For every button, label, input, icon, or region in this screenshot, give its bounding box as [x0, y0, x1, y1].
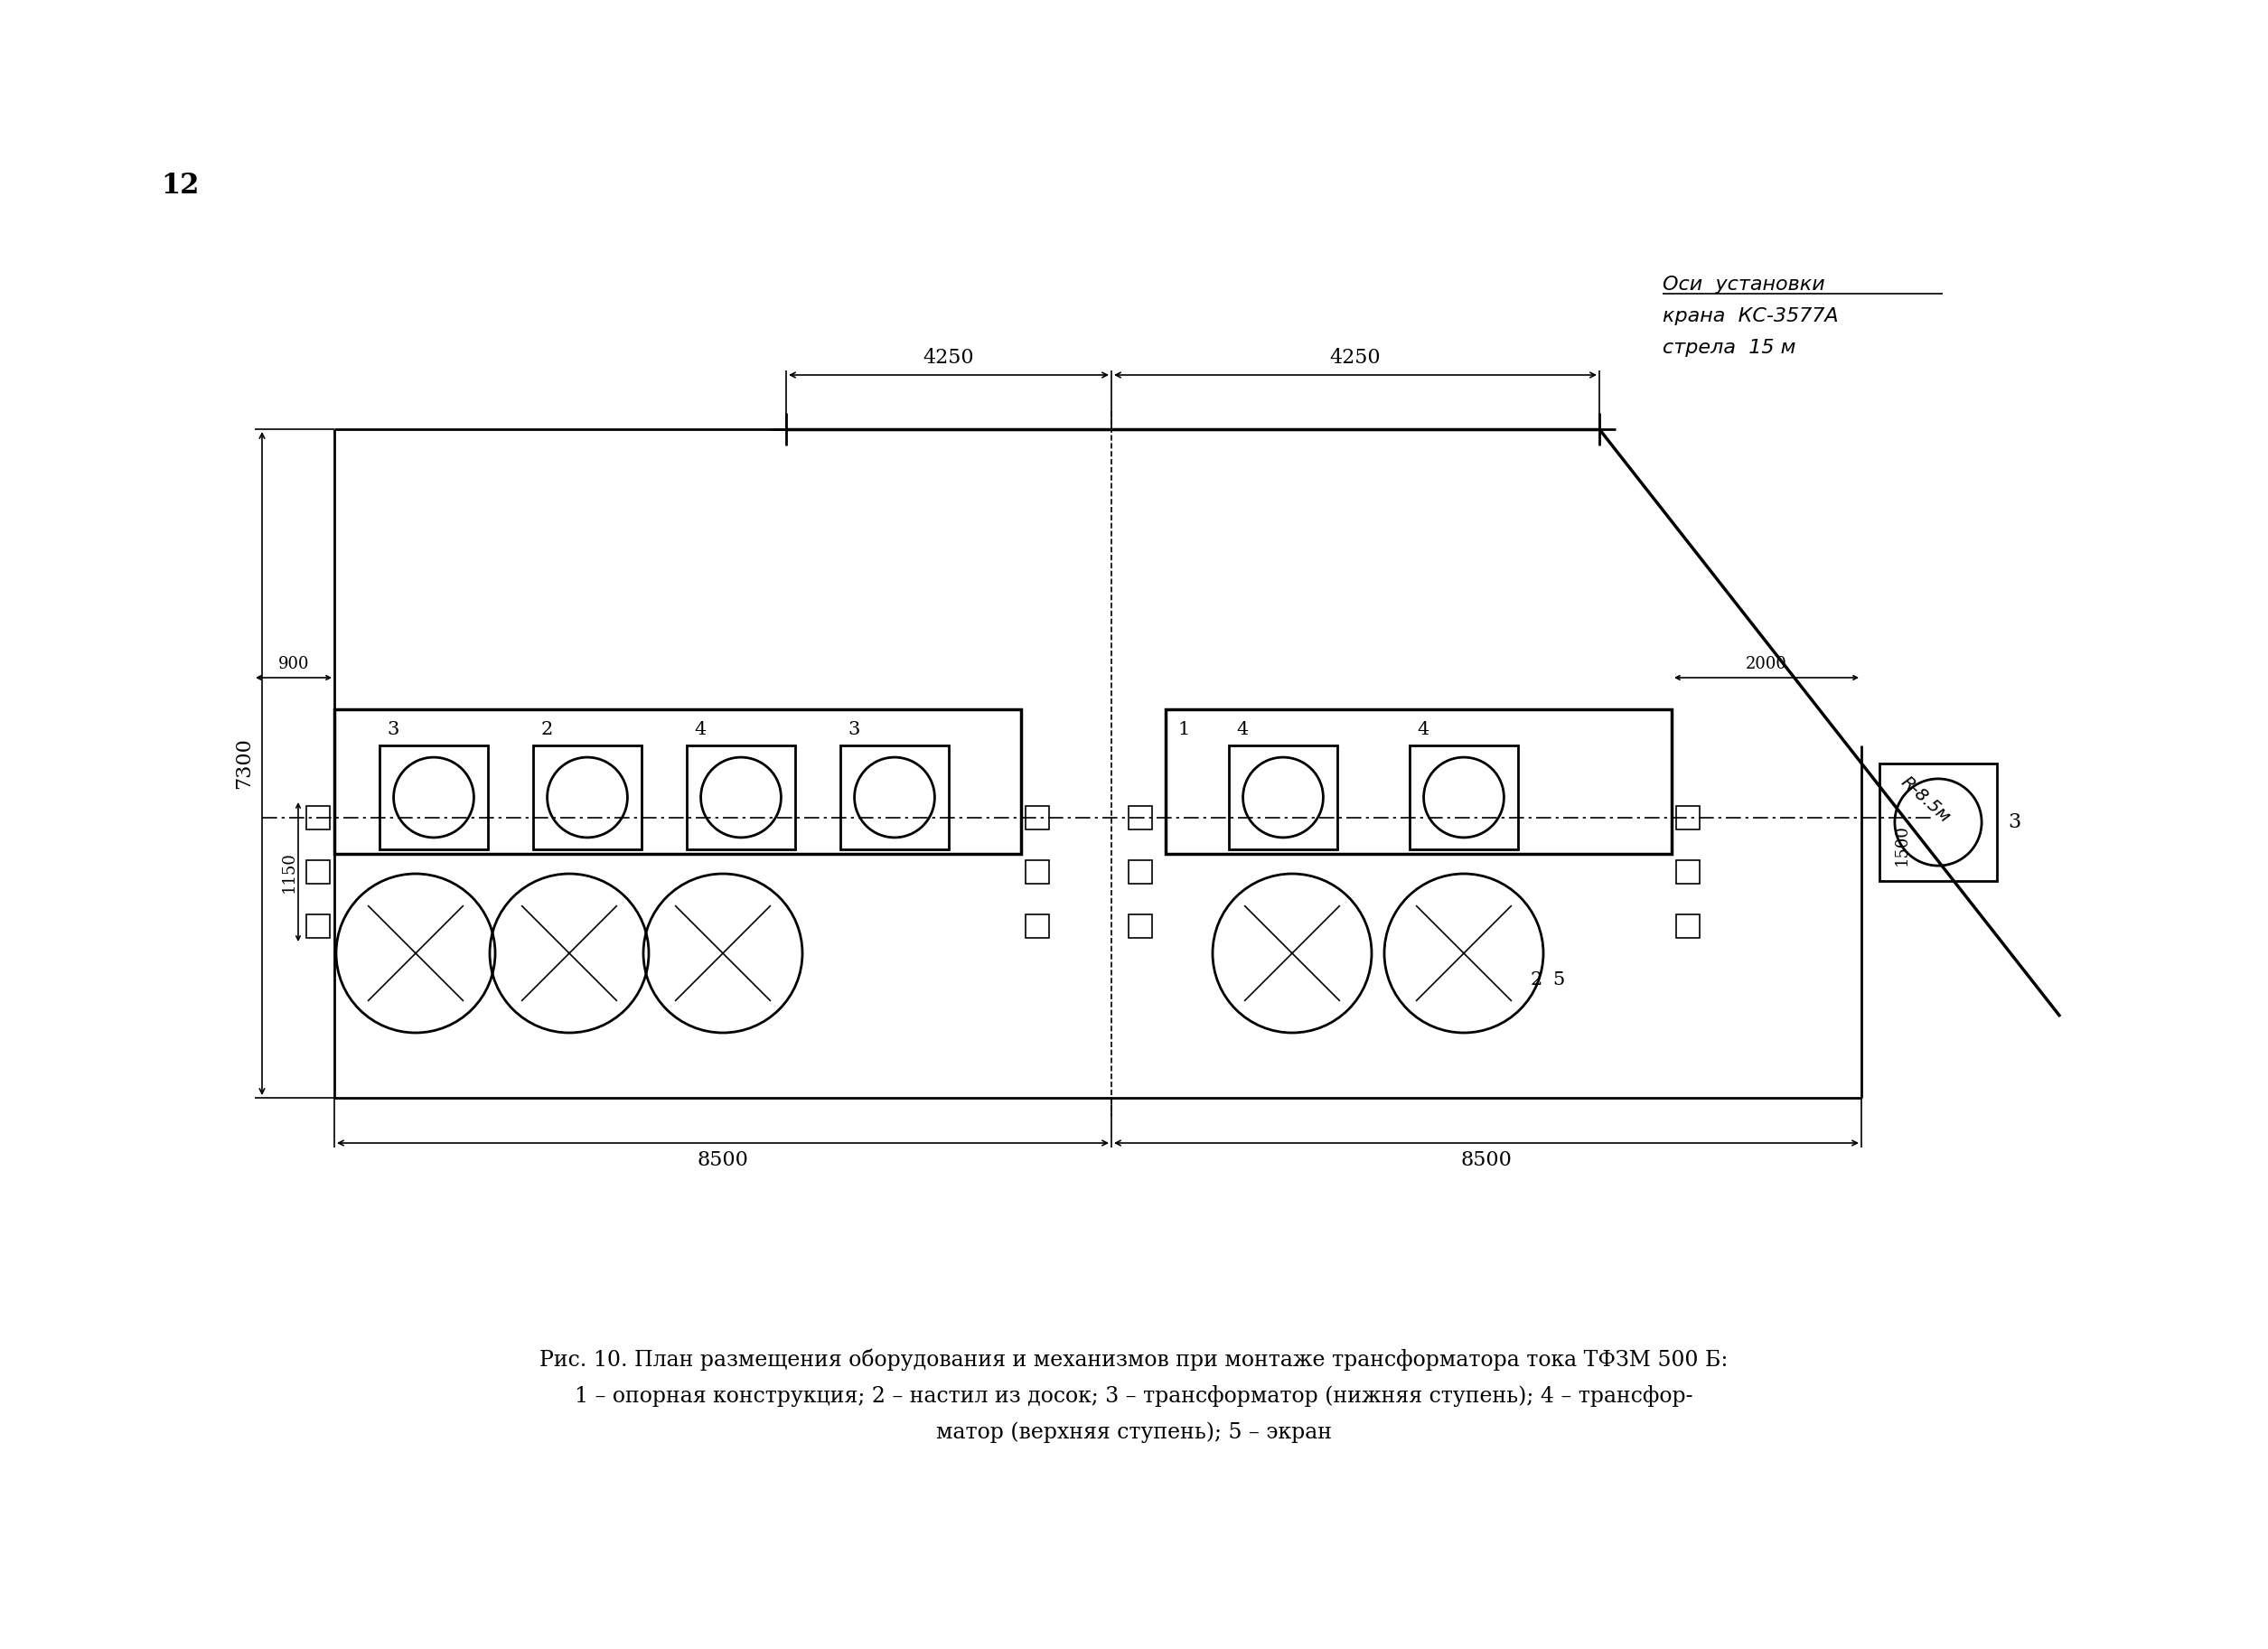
Bar	[687, 745, 796, 849]
Text: 3: 3	[2007, 813, 2021, 833]
Bar	[1129, 861, 1152, 884]
Text: 8500: 8500	[696, 1151, 748, 1171]
Bar	[306, 806, 329, 829]
Bar	[533, 745, 642, 849]
Bar	[1676, 861, 1699, 884]
Text: 900: 900	[279, 656, 308, 673]
Text: 4250: 4250	[1329, 348, 1381, 368]
Text: 3: 3	[388, 721, 399, 739]
Text: 1: 1	[1177, 721, 1191, 739]
Text: 2: 2	[1531, 971, 1542, 988]
Bar	[1229, 745, 1338, 849]
Text: 2: 2	[540, 721, 553, 739]
Bar	[1025, 806, 1050, 829]
Bar	[1025, 861, 1050, 884]
Text: Рис. 10. План размещения оборудования и механизмов при монтаже трансформатора то: Рис. 10. План размещения оборудования и …	[540, 1349, 1728, 1370]
Text: 1500: 1500	[1894, 824, 1910, 866]
Text: матор (верхняя ступень); 5 – экран: матор (верхняя ступень); 5 – экран	[937, 1421, 1331, 1443]
Bar	[1676, 806, 1699, 829]
Text: 2000: 2000	[1746, 656, 1787, 673]
Bar	[306, 861, 329, 884]
Bar	[379, 745, 488, 849]
Text: 4: 4	[1236, 721, 1247, 739]
Bar	[1129, 915, 1152, 938]
Text: 4: 4	[694, 721, 705, 739]
Text: 8500: 8500	[1461, 1151, 1513, 1171]
Text: 1 – опорная конструкция; 2 – настил из досок; 3 – трансформатор (нижняя ступень): 1 – опорная конструкция; 2 – настил из д…	[574, 1385, 1694, 1407]
Text: стрела  15 м: стрела 15 м	[1662, 338, 1796, 356]
Bar	[306, 915, 329, 938]
Text: 4250: 4250	[923, 348, 975, 368]
Bar	[1025, 915, 1050, 938]
Text: Оси  установки: Оси установки	[1662, 275, 1826, 294]
Bar	[1166, 709, 1672, 854]
Text: 1150: 1150	[281, 851, 297, 892]
Bar	[841, 745, 948, 849]
Bar	[1411, 745, 1517, 849]
Text: 5: 5	[1551, 971, 1565, 989]
Text: 12: 12	[161, 171, 200, 200]
Text: 7300: 7300	[234, 737, 254, 790]
Bar	[1129, 806, 1152, 829]
Text: 3: 3	[848, 721, 860, 739]
Bar	[1880, 763, 1996, 881]
Text: крана  КС-3577А: крана КС-3577А	[1662, 307, 1839, 325]
Text: R-8.5м: R-8.5м	[1898, 773, 1953, 826]
Bar	[1676, 915, 1699, 938]
Bar	[333, 709, 1021, 854]
Text: 4: 4	[1418, 721, 1429, 739]
